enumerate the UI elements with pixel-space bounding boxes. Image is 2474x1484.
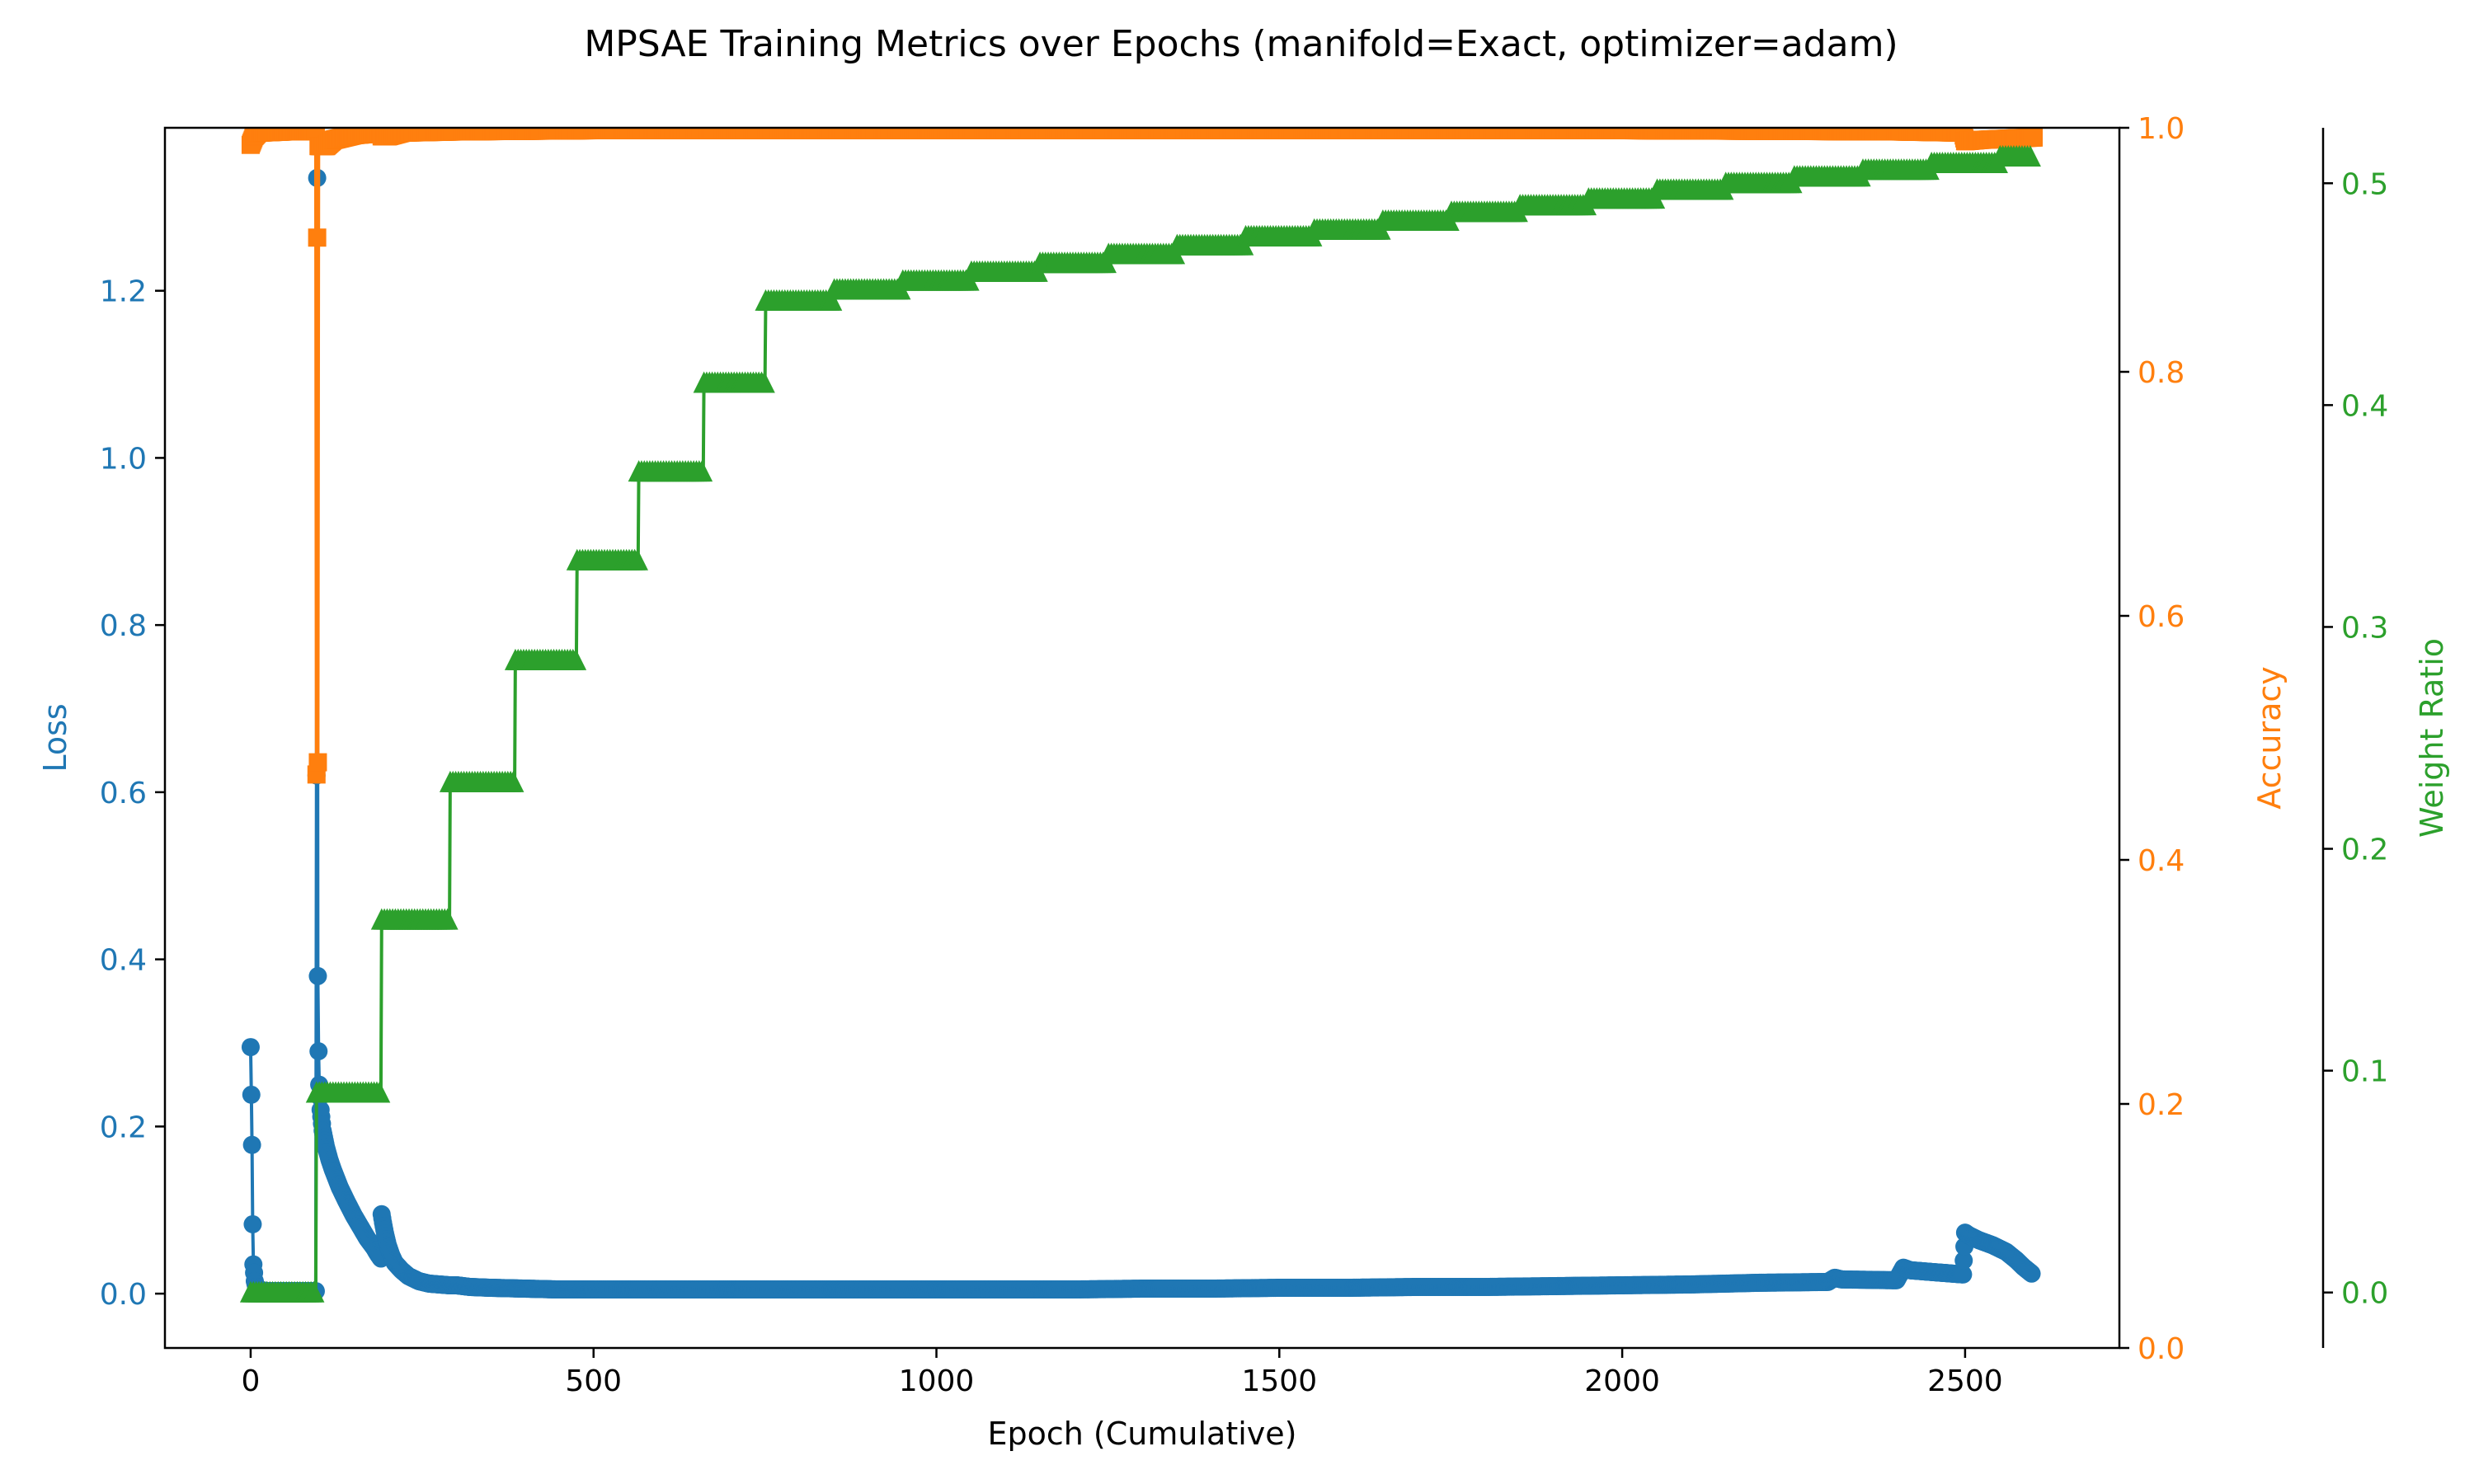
loss-marker: [1954, 1251, 1973, 1270]
accuracy-tick-label: 1.0: [2138, 112, 2185, 146]
weight-ratio-marker: [2019, 144, 2041, 167]
accuracy-marker: [308, 228, 327, 247]
loss-tick-label: 0.6: [100, 777, 147, 810]
weight-ratio-marker: [303, 1280, 325, 1303]
accuracy-tick-label: 0.8: [2138, 356, 2185, 390]
accuracy-tick-label: 0.2: [2138, 1088, 2185, 1122]
x-tick-label: 1500: [1242, 1364, 1318, 1398]
accuracy-marker: [308, 753, 327, 772]
loss-marker: [309, 1042, 328, 1061]
weight-ratio-tick-label: 0.1: [2341, 1055, 2388, 1089]
loss-axis-label: Loss: [37, 703, 73, 772]
accuracy-tick-label: 0.0: [2138, 1332, 2185, 1366]
loss-marker: [1954, 1265, 1973, 1284]
series-layer: [239, 128, 2044, 1303]
weight-ratio-marker: [691, 460, 713, 482]
loss-marker: [243, 1214, 262, 1233]
weight-ratio-tick-label: 0.4: [2341, 389, 2388, 423]
loss-tick-label: 0.2: [100, 1111, 147, 1144]
weight-ratio-marker: [502, 770, 524, 792]
weight-ratio-marker: [369, 1081, 391, 1103]
x-tick-label: 500: [565, 1364, 622, 1398]
loss-marker: [242, 1085, 261, 1104]
weight-ratio-axis-label: Weight Ratio: [2414, 638, 2450, 838]
accuracy-tick-label: 0.6: [2138, 600, 2185, 634]
loss-marker: [242, 1135, 261, 1154]
loss-tick-label: 0.0: [100, 1278, 147, 1312]
x-tick-label: 2000: [1584, 1364, 1660, 1398]
accuracy-axis-label: Accuracy: [2251, 666, 2288, 810]
loss-tick-label: 0.8: [100, 609, 147, 643]
x-tick-label: 1000: [899, 1364, 975, 1398]
axis-layer: 0 500 1000 1500 2000 2500 0.0 0.2 0.4 0.6 0.8 1.0 1.…: [100, 112, 2389, 1398]
chart-title: MPSAE Training Metrics over Epochs (mani…: [584, 23, 1898, 65]
x-tick-label: 2500: [1927, 1364, 2003, 1398]
weight-ratio-marker: [436, 908, 459, 930]
loss-tick-label: 1.0: [100, 442, 147, 476]
loss-tick-label: 0.4: [100, 944, 147, 978]
x-tick-label: 0: [241, 1364, 260, 1398]
accuracy-tick-label: 0.4: [2138, 844, 2185, 878]
weight-ratio-marker: [753, 371, 775, 393]
weight-ratio-tick-label: 0.5: [2341, 167, 2388, 201]
loss-tick-label: 1.2: [100, 275, 147, 309]
loss-marker: [2022, 1264, 2041, 1283]
accuracy-marker: [2025, 128, 2044, 147]
plot-frame: [163, 126, 2121, 1350]
x-axis-label: Epoch (Cumulative): [988, 1416, 1297, 1452]
weight-ratio-tick-label: 0.2: [2341, 834, 2388, 867]
loss-marker: [241, 1038, 260, 1057]
weight-ratio-marker: [565, 648, 587, 670]
weight-ratio-marker: [626, 548, 648, 571]
weight-ratio-tick-label: 0.0: [2341, 1277, 2388, 1311]
loss-marker: [308, 966, 327, 985]
weight-ratio-marker: [821, 289, 843, 311]
weight-ratio-tick-label: 0.3: [2341, 611, 2388, 645]
